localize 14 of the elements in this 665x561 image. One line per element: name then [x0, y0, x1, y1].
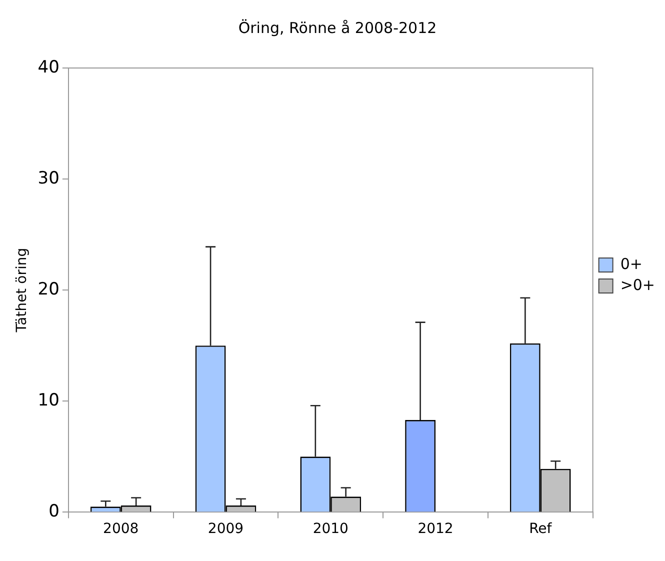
x-tick-label: 2010	[312, 521, 348, 538]
chart-title: Öring, Rönne å 2008-2012	[238, 18, 437, 37]
y-axis-title: Täthet öring	[14, 248, 30, 334]
legend-label: >0+	[620, 276, 656, 294]
y-tick-label: 0	[48, 502, 60, 522]
x-tick-label: 2012	[418, 521, 454, 538]
legend-label: 0+	[620, 254, 642, 273]
y-tick-label: 40	[38, 57, 60, 78]
y-tick-label: 30	[38, 168, 60, 188]
x-tick-label: 2009	[208, 521, 244, 538]
x-tick-label: Ref	[529, 521, 553, 538]
y-tick-label: 20	[38, 280, 60, 300]
y-tick-label: 10	[38, 390, 60, 411]
x-tick-label: 2008	[103, 521, 139, 538]
